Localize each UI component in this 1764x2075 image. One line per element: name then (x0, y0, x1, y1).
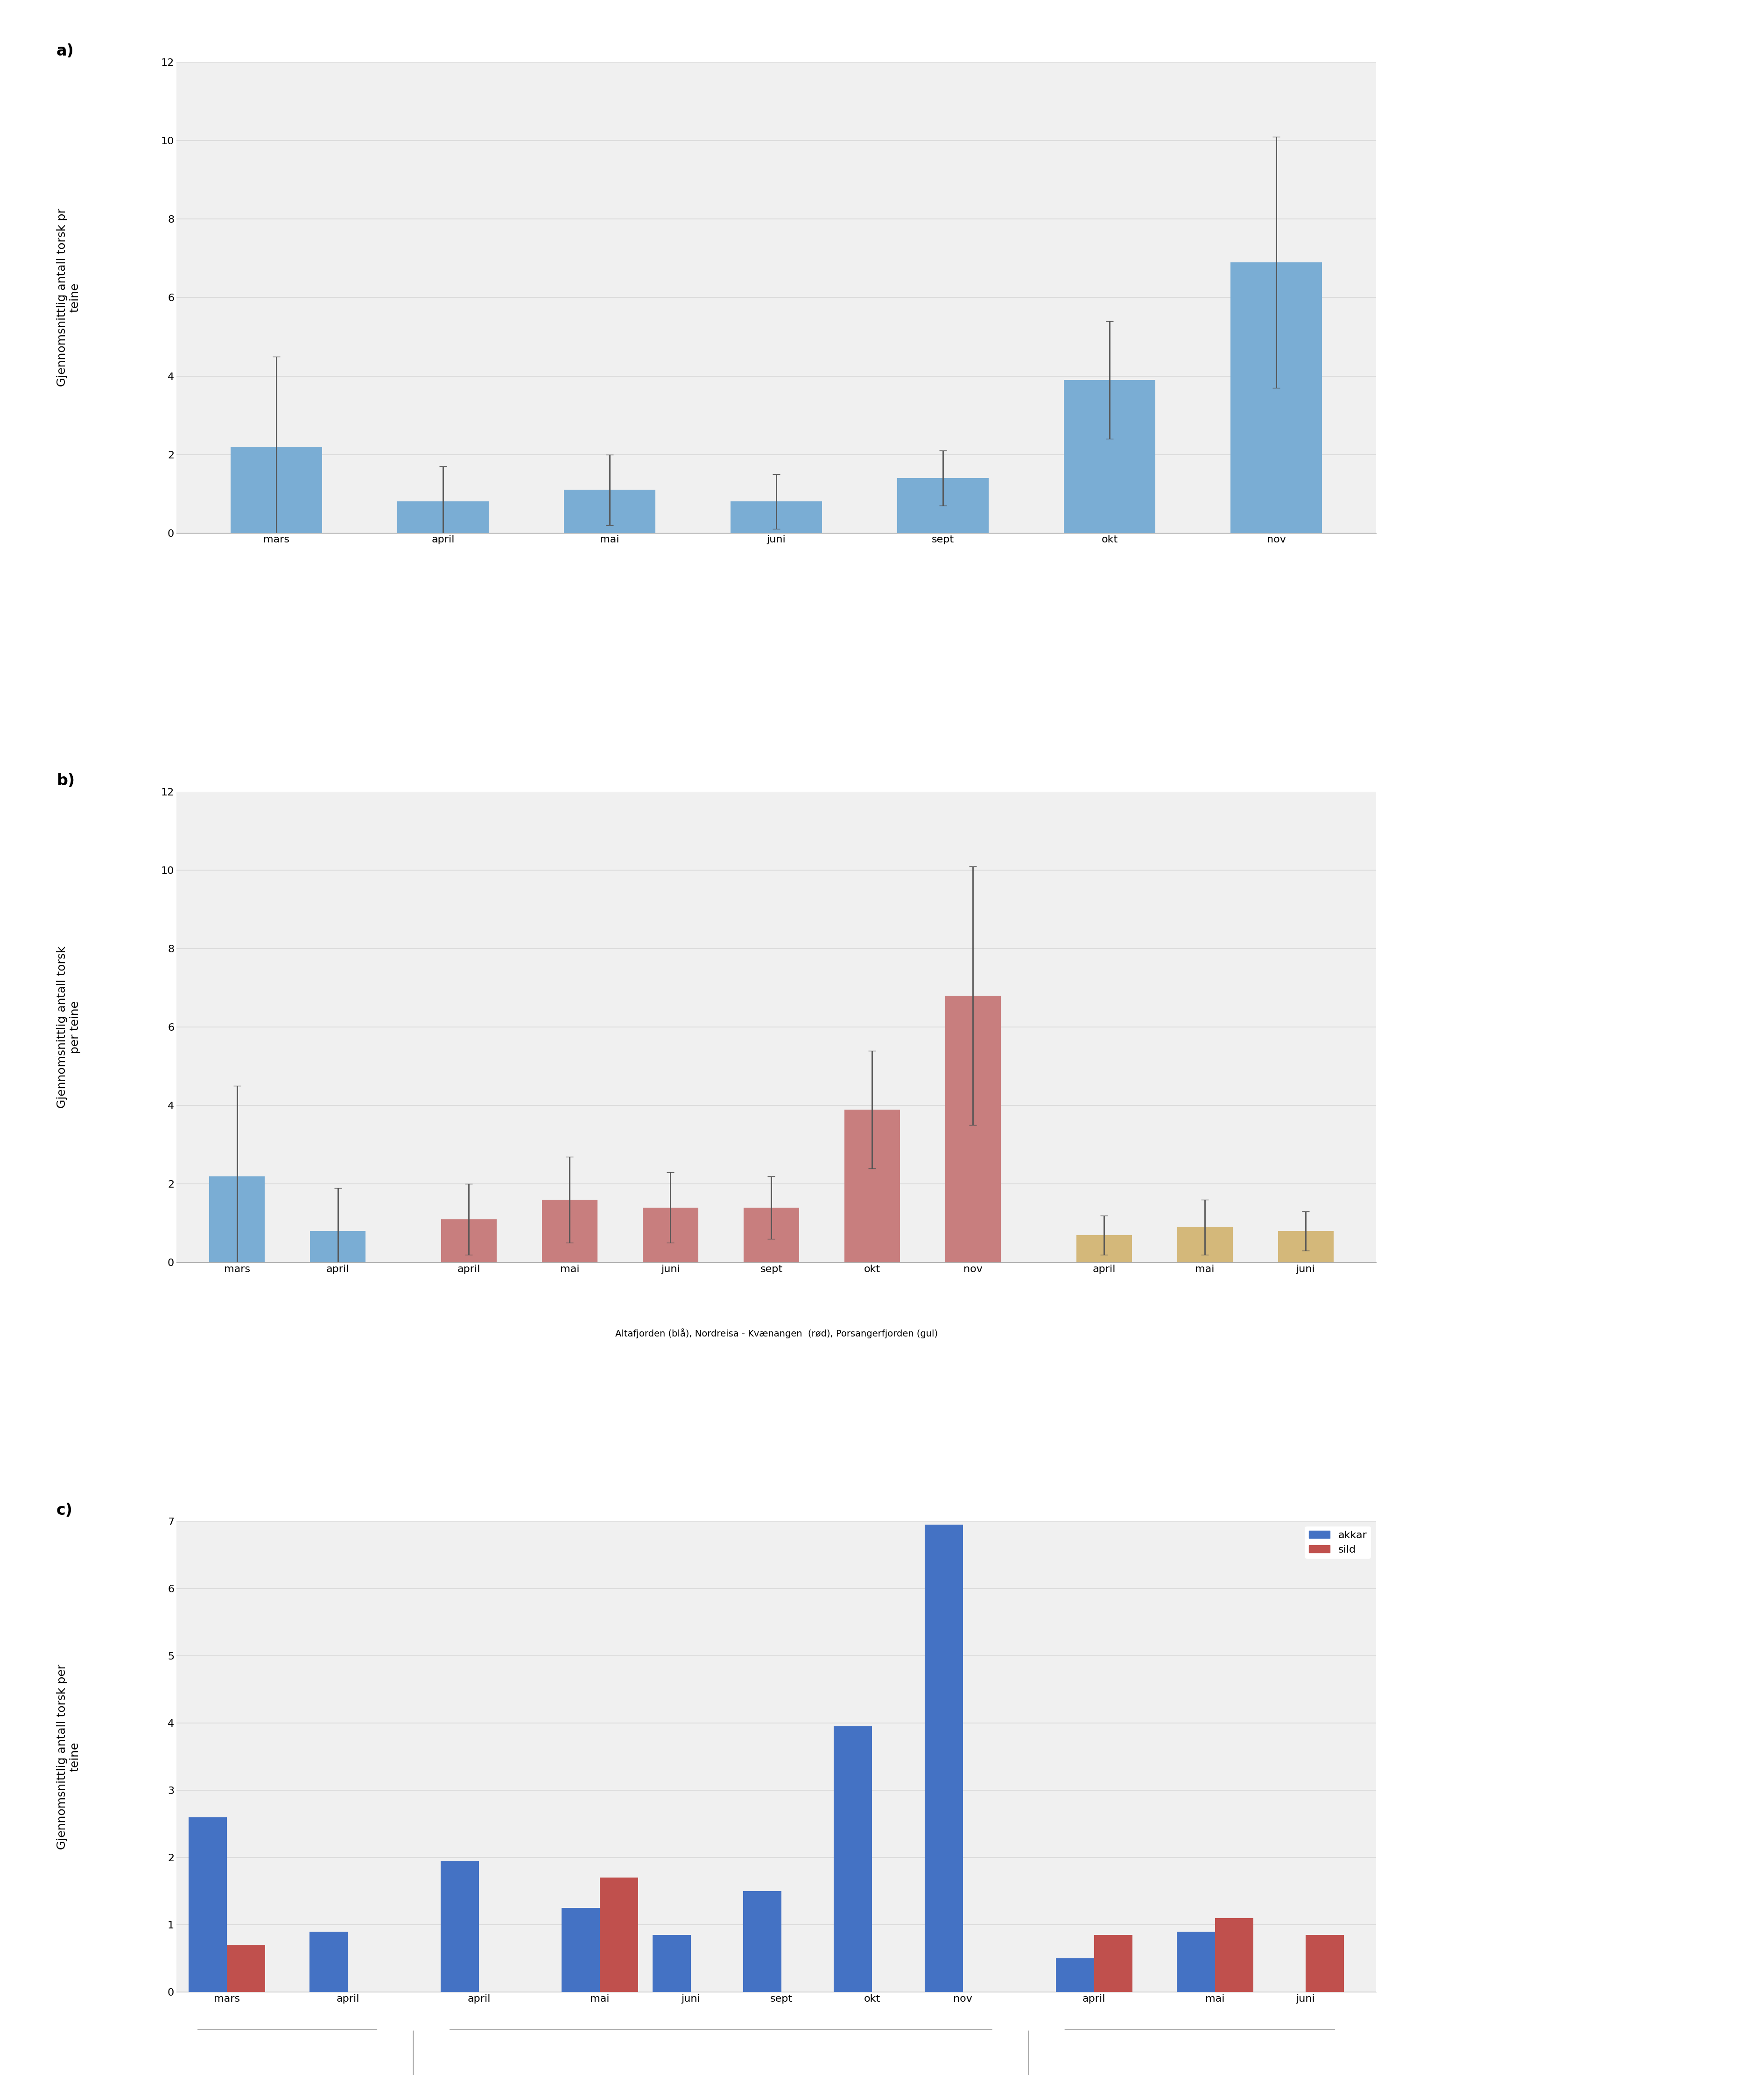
Bar (310, 1230, 365, 1262)
Bar (1177, 1226, 1233, 1262)
Bar (896, 477, 988, 533)
Bar (730, 502, 822, 533)
Y-axis label: Gjennomsnittlig antall torsk pr
teine: Gjennomsnittlig antall torsk pr teine (56, 208, 81, 386)
Bar (441, 1220, 496, 1262)
Text: c): c) (56, 1502, 72, 1519)
Text: Altafjorden (blå), Nordreisa - Kvænangen  (rød), Porsangerfjorden (gul): Altafjorden (blå), Nordreisa - Kvænangen… (616, 1328, 937, 1338)
Text: a): a) (56, 44, 74, 58)
Bar (441, 1861, 478, 1992)
Bar (946, 996, 1000, 1262)
Bar (189, 1818, 228, 1992)
Bar (561, 1907, 600, 1992)
Bar (845, 1110, 900, 1262)
Bar (924, 1525, 963, 1992)
Bar (542, 1199, 598, 1262)
Bar (1305, 1934, 1344, 1992)
Bar (1277, 1230, 1334, 1262)
Bar (228, 1944, 265, 1992)
Bar (653, 1934, 690, 1992)
Y-axis label: Gjennomsnittlig antall torsk
per teine: Gjennomsnittlig antall torsk per teine (56, 946, 81, 1108)
Legend: akkar, sild: akkar, sild (1305, 1527, 1371, 1558)
Bar (1055, 1959, 1094, 1992)
Bar (210, 1177, 265, 1262)
Bar (642, 1208, 699, 1262)
Bar (1215, 1917, 1252, 1992)
Bar (1064, 380, 1155, 533)
Bar (743, 1890, 781, 1992)
Bar (1177, 1932, 1215, 1992)
Bar (1076, 1235, 1131, 1262)
Text: b): b) (56, 774, 74, 788)
Bar (1230, 261, 1321, 533)
Bar (1094, 1934, 1132, 1992)
Bar (600, 1878, 639, 1992)
Bar (231, 446, 323, 533)
Bar (309, 1932, 348, 1992)
Bar (834, 1726, 871, 1992)
Bar (397, 502, 489, 533)
Y-axis label: Gjennomsnittlig antall torsk per
teine: Gjennomsnittlig antall torsk per teine (56, 1664, 81, 1849)
Bar (564, 490, 656, 533)
Bar (743, 1208, 799, 1262)
